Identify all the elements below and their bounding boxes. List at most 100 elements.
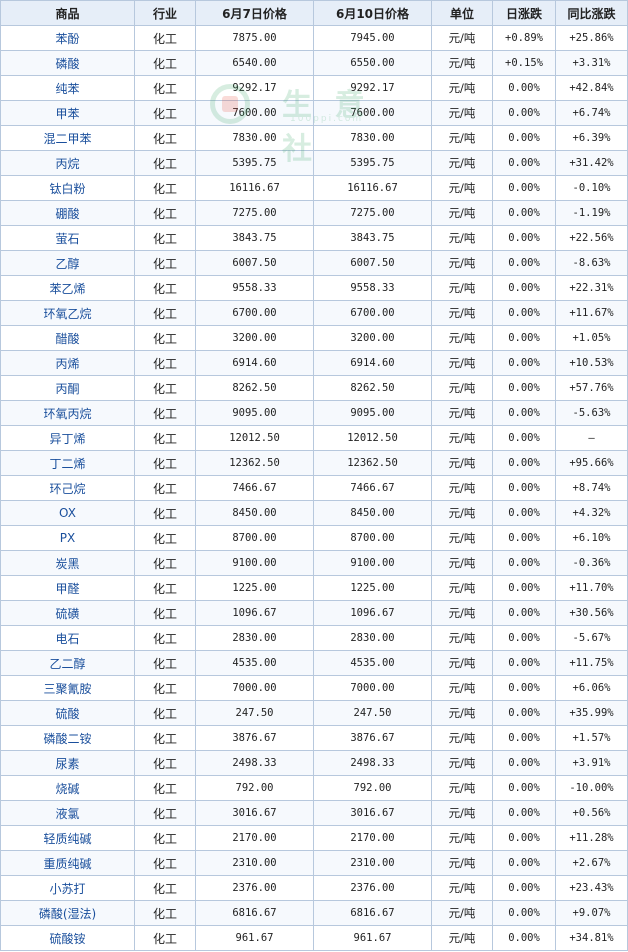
industry-cell: 化工 bbox=[134, 400, 196, 426]
product-name-link[interactable]: OX bbox=[0, 500, 135, 526]
product-name-link[interactable]: 丙烷 bbox=[0, 150, 135, 176]
product-name-link[interactable]: 苯乙烯 bbox=[0, 275, 135, 301]
col-header-price2[interactable]: 6月10日价格 bbox=[313, 0, 432, 26]
product-name-link[interactable]: 环氧乙烷 bbox=[0, 300, 135, 326]
product-name-link[interactable]: 丙烯 bbox=[0, 350, 135, 376]
unit-cell: 元/吨 bbox=[431, 725, 493, 751]
table-row: PX 化工 8700.00 8700.00 元/吨 0.00% +6.10% bbox=[0, 525, 628, 551]
daily-change-cell: 0.00% bbox=[492, 250, 556, 276]
price-jun7-cell: 9558.33 bbox=[195, 275, 314, 301]
product-name-link[interactable]: 甲醛 bbox=[0, 575, 135, 601]
col-header-price1[interactable]: 6月7日价格 bbox=[195, 0, 314, 26]
price-jun7-cell: 12012.50 bbox=[195, 425, 314, 451]
table-row: OX 化工 8450.00 8450.00 元/吨 0.00% +4.32% bbox=[0, 500, 628, 526]
table-row: 硫酸铵 化工 961.67 961.67 元/吨 0.00% +34.81% bbox=[0, 925, 628, 951]
product-name-link[interactable]: 电石 bbox=[0, 625, 135, 651]
unit-cell: 元/吨 bbox=[431, 675, 493, 701]
table-row: 纯苯 化工 9292.17 9292.17 元/吨 0.00% +42.84% bbox=[0, 75, 628, 101]
daily-change-cell: +0.15% bbox=[492, 50, 556, 76]
product-name-link[interactable]: 钛白粉 bbox=[0, 175, 135, 201]
yoy-change-cell: +22.56% bbox=[555, 225, 628, 251]
product-name-link[interactable]: 硫磺 bbox=[0, 600, 135, 626]
product-name-link[interactable]: 乙二醇 bbox=[0, 650, 135, 676]
product-name-link[interactable]: 异丁烯 bbox=[0, 425, 135, 451]
product-name-link[interactable]: 环己烷 bbox=[0, 475, 135, 501]
product-name-link[interactable]: 小苏打 bbox=[0, 875, 135, 901]
table-row: 萤石 化工 3843.75 3843.75 元/吨 0.00% +22.56% bbox=[0, 225, 628, 251]
table-header: 商品 行业 6月7日价格 6月10日价格 单位 日涨跌 同比涨跌 bbox=[0, 0, 628, 26]
yoy-change-cell: -8.63% bbox=[555, 250, 628, 276]
product-name-link[interactable]: 乙醇 bbox=[0, 250, 135, 276]
product-name-link[interactable]: 环氧丙烷 bbox=[0, 400, 135, 426]
price-jun10-cell: 1096.67 bbox=[313, 600, 432, 626]
product-name-link[interactable]: 丁二烯 bbox=[0, 450, 135, 476]
unit-cell: 元/吨 bbox=[431, 450, 493, 476]
industry-cell: 化工 bbox=[134, 900, 196, 926]
price-jun10-cell: 2170.00 bbox=[313, 825, 432, 851]
product-name-link[interactable]: 甲苯 bbox=[0, 100, 135, 126]
col-header-daily-change[interactable]: 日涨跌 bbox=[492, 0, 556, 26]
unit-cell: 元/吨 bbox=[431, 625, 493, 651]
industry-cell: 化工 bbox=[134, 25, 196, 51]
industry-cell: 化工 bbox=[134, 475, 196, 501]
table-row: 甲醛 化工 1225.00 1225.00 元/吨 0.00% +11.70% bbox=[0, 575, 628, 601]
daily-change-cell: 0.00% bbox=[492, 75, 556, 101]
yoy-change-cell: +2.67% bbox=[555, 850, 628, 876]
product-name-link[interactable]: 三聚氰胺 bbox=[0, 675, 135, 701]
industry-cell: 化工 bbox=[134, 625, 196, 651]
product-name-link[interactable]: 重质纯碱 bbox=[0, 850, 135, 876]
product-name-link[interactable]: 液氯 bbox=[0, 800, 135, 826]
yoy-change-cell: +9.07% bbox=[555, 900, 628, 926]
product-name-link[interactable]: 纯苯 bbox=[0, 75, 135, 101]
yoy-change-cell: +1.57% bbox=[555, 725, 628, 751]
price-jun10-cell: 2498.33 bbox=[313, 750, 432, 776]
unit-cell: 元/吨 bbox=[431, 150, 493, 176]
yoy-change-cell: +95.66% bbox=[555, 450, 628, 476]
product-name-link[interactable]: 硫酸 bbox=[0, 700, 135, 726]
price-jun10-cell: 5395.75 bbox=[313, 150, 432, 176]
product-name-link[interactable]: 萤石 bbox=[0, 225, 135, 251]
product-name-link[interactable]: PX bbox=[0, 525, 135, 551]
price-jun10-cell: 2310.00 bbox=[313, 850, 432, 876]
unit-cell: 元/吨 bbox=[431, 500, 493, 526]
daily-change-cell: 0.00% bbox=[492, 750, 556, 776]
product-name-link[interactable]: 磷酸二铵 bbox=[0, 725, 135, 751]
daily-change-cell: 0.00% bbox=[492, 775, 556, 801]
product-name-link[interactable]: 炭黑 bbox=[0, 550, 135, 576]
unit-cell: 元/吨 bbox=[431, 175, 493, 201]
product-name-link[interactable]: 磷酸 bbox=[0, 50, 135, 76]
unit-cell: 元/吨 bbox=[431, 600, 493, 626]
unit-cell: 元/吨 bbox=[431, 225, 493, 251]
price-jun7-cell: 5395.75 bbox=[195, 150, 314, 176]
col-header-product[interactable]: 商品 bbox=[0, 0, 135, 26]
price-jun7-cell: 16116.67 bbox=[195, 175, 314, 201]
industry-cell: 化工 bbox=[134, 150, 196, 176]
product-name-link[interactable]: 混二甲苯 bbox=[0, 125, 135, 151]
product-name-link[interactable]: 磷酸(湿法) bbox=[0, 900, 135, 926]
product-name-link[interactable]: 醋酸 bbox=[0, 325, 135, 351]
unit-cell: 元/吨 bbox=[431, 375, 493, 401]
product-name-link[interactable]: 烧碱 bbox=[0, 775, 135, 801]
col-header-unit[interactable]: 单位 bbox=[431, 0, 493, 26]
product-name-link[interactable]: 尿素 bbox=[0, 750, 135, 776]
product-name-link[interactable]: 苯酚 bbox=[0, 25, 135, 51]
table-row: 电石 化工 2830.00 2830.00 元/吨 0.00% -5.67% bbox=[0, 625, 628, 651]
table-row: 异丁烯 化工 12012.50 12012.50 元/吨 0.00% — bbox=[0, 425, 628, 451]
unit-cell: 元/吨 bbox=[431, 200, 493, 226]
yoy-change-cell: -0.36% bbox=[555, 550, 628, 576]
table-row: 小苏打 化工 2376.00 2376.00 元/吨 0.00% +23.43% bbox=[0, 875, 628, 901]
price-jun7-cell: 7875.00 bbox=[195, 25, 314, 51]
daily-change-cell: +0.89% bbox=[492, 25, 556, 51]
yoy-change-cell: +11.70% bbox=[555, 575, 628, 601]
yoy-change-cell: +34.81% bbox=[555, 925, 628, 951]
product-name-link[interactable]: 丙酮 bbox=[0, 375, 135, 401]
col-header-industry[interactable]: 行业 bbox=[134, 0, 196, 26]
price-jun10-cell: 3876.67 bbox=[313, 725, 432, 751]
product-name-link[interactable]: 轻质纯碱 bbox=[0, 825, 135, 851]
table-row: 硫酸 化工 247.50 247.50 元/吨 0.00% +35.99% bbox=[0, 700, 628, 726]
table-row: 液氯 化工 3016.67 3016.67 元/吨 0.00% +0.56% bbox=[0, 800, 628, 826]
col-header-yoy-change[interactable]: 同比涨跌 bbox=[555, 0, 628, 26]
product-name-link[interactable]: 硫酸铵 bbox=[0, 925, 135, 951]
product-name-link[interactable]: 硼酸 bbox=[0, 200, 135, 226]
yoy-change-cell: +11.28% bbox=[555, 825, 628, 851]
